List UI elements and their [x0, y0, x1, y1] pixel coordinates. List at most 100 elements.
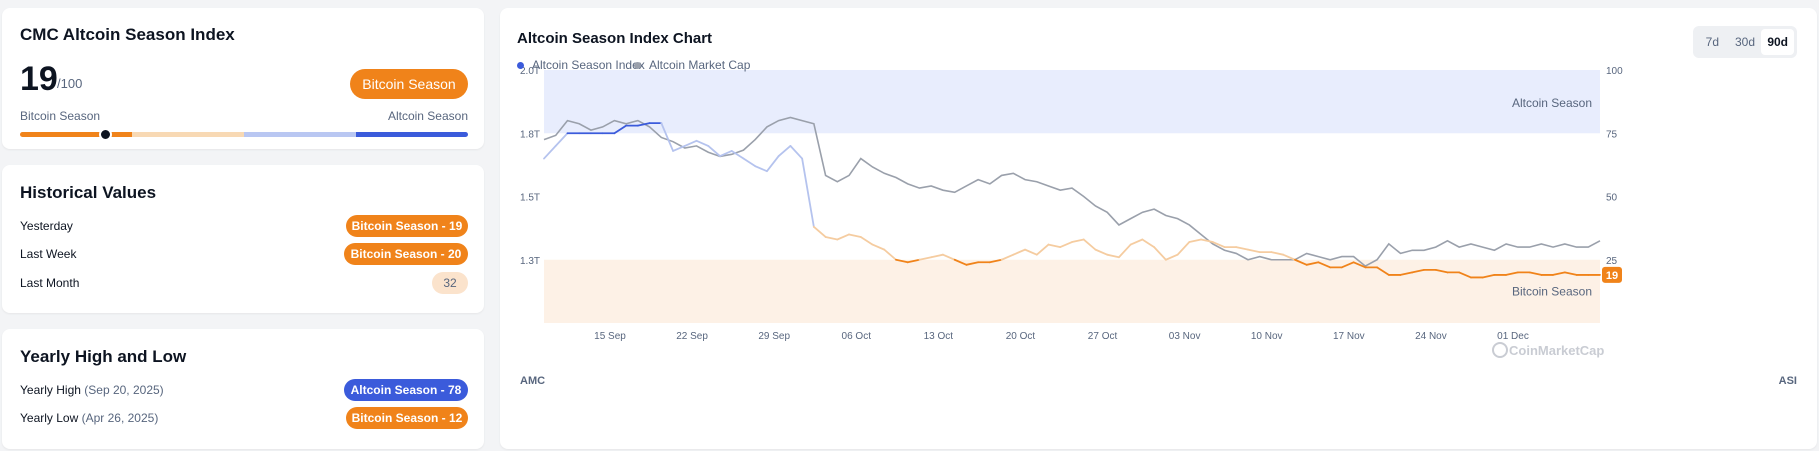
legend-dot-market-cap [634, 61, 641, 69]
series-segment-altcoin-index [942, 253, 956, 261]
series-segment-altcoin-index [1035, 243, 1050, 256]
series-segment-altcoin-index [1563, 271, 1578, 276]
altcoin-chart-card: Altcoin Season Bitcoin Season CoinMarket… [500, 8, 1817, 449]
series-segment-altcoin-index [1000, 253, 1015, 261]
x-tick-label: 03 Nov [1169, 331, 1201, 342]
right-tick-label: 50 [1606, 193, 1618, 204]
range-90d-button[interactable]: 90d [1761, 29, 1795, 55]
legend-dot-index [517, 61, 524, 69]
x-tick-label: 01 Dec [1497, 331, 1529, 342]
series-segment-altcoin-index [1082, 238, 1097, 251]
yearly-low-date: (Apr 26, 2025) [81, 411, 159, 425]
yearly-high-row: Yearly High (Sep 20, 2025) [20, 383, 164, 397]
historical-row-label: Yesterday [20, 219, 73, 233]
series-segment-altcoin-index [1024, 248, 1038, 256]
series-segment-altcoin-index [1481, 274, 1496, 279]
left-axis-title: AMC [520, 375, 545, 387]
series-segment-altcoin-index [1247, 248, 1261, 254]
series-segment-altcoin-index [683, 139, 698, 147]
current-value-text: 19 [1606, 270, 1618, 282]
series-segment-altcoin-index [1434, 268, 1449, 274]
series-segment-altcoin-index [730, 150, 745, 160]
series-segment-altcoin-index [906, 258, 921, 264]
x-tick-label: 22 Sep [676, 331, 708, 342]
historical-row-value: Bitcoin Season - 19 [346, 215, 468, 237]
series-segment-altcoin-index [1282, 253, 1296, 261]
series-segment-altcoin-index [930, 253, 944, 259]
x-tick-label: 20 Oct [1006, 331, 1036, 342]
historical-title: Historical Values [20, 183, 157, 202]
season-gauge [20, 132, 468, 137]
coinmarketcap-watermark: CoinMarketCap [1492, 342, 1604, 358]
legend-item-index[interactable]: Altcoin Season Index [517, 58, 645, 72]
right-axis-title: ASI [1779, 375, 1797, 387]
series-segment-altcoin-index [1188, 238, 1202, 243]
left-tick-label: 2.0T [520, 66, 540, 77]
series-segment-altcoin-index [636, 122, 651, 127]
index-score-max: /100 [57, 76, 83, 91]
coinmarketcap-logo-icon [1492, 342, 1508, 358]
series-segment-altcoin-index [1458, 271, 1472, 279]
yearly-title: Yearly High and Low [20, 347, 187, 366]
right-tick-label: 75 [1606, 129, 1618, 140]
series-segment-altcoin-index [707, 144, 721, 157]
series-segment-altcoin-index [965, 261, 980, 266]
series-segment-altcoin-index [1211, 241, 1226, 249]
series-segment-altcoin-index [1176, 241, 1191, 256]
historical-row-label: Last Month [20, 276, 80, 290]
range-7d-button[interactable]: 7d [1705, 35, 1720, 49]
legend-label: Altcoin Season Index [532, 58, 645, 72]
yearly-high-date: (Sep 20, 2025) [84, 383, 164, 397]
gauge-segment-altcoin [356, 132, 468, 137]
historical-row-value: 32 [432, 272, 468, 294]
watermark-text: CoinMarketCap [1509, 343, 1604, 358]
series-segment-altcoin-index [859, 236, 874, 246]
series-segment-altcoin-index [988, 258, 1003, 264]
series-segment-altcoin-index [554, 132, 569, 147]
x-tick-label: 13 Oct [924, 331, 954, 342]
series-segment-altcoin-index [1340, 261, 1355, 269]
right-tick-label: 100 [1606, 66, 1623, 77]
yearly-high-low-card: Yearly High and Low Yearly High (Sep 20,… [2, 329, 484, 449]
legend-label: Altcoin Market Cap [649, 58, 751, 72]
altcoin-zone-label: Altcoin Season [1512, 96, 1592, 110]
series-segment-altcoin-index [1294, 258, 1308, 266]
legend-item-market-cap[interactable]: Altcoin Market Cap [634, 58, 750, 72]
series-segment-altcoin-index [754, 165, 768, 173]
series-segment-altcoin-index [1376, 266, 1390, 276]
gauge-segment-altcoin-light [244, 132, 356, 137]
series-segment-altcoin-index [1153, 246, 1167, 261]
series-segment-altcoin-index [789, 144, 804, 160]
gauge-right-label: Altcoin Season [387, 109, 468, 123]
historical-row-value: Bitcoin Season - 20 [344, 243, 468, 265]
current-value-bg [1602, 266, 1622, 283]
series-segment-altcoin-index [1118, 243, 1132, 259]
left-tick-label: 1.8T [520, 129, 540, 140]
series-segment-altcoin-index [695, 139, 710, 147]
series-segment-altcoin-index [613, 124, 628, 135]
series-line-market-cap [543, 116, 1601, 268]
series-segment-altcoin-index [895, 258, 909, 264]
altcoin-index-card: CMC Altcoin Season Index 19 /100 Bitcoin… [2, 8, 484, 149]
left-tick-label: 1.5T [520, 193, 540, 204]
x-tick-label: 29 Sep [758, 331, 790, 342]
altcoin-index-chart[interactable]: Altcoin Season Bitcoin Season CoinMarket… [500, 8, 1817, 449]
series-segment-altcoin-index [766, 155, 780, 173]
gauge-marker [98, 128, 112, 141]
series-segment-altcoin-index [1164, 253, 1179, 261]
series-segment-altcoin-index [1270, 251, 1285, 256]
series-segment-altcoin-index [1305, 261, 1320, 266]
series-segment-altcoin-index [1528, 271, 1543, 276]
series-segment-altcoin-index [836, 233, 850, 241]
series-segment-altcoin-index [1141, 238, 1156, 249]
x-tick-label: 10 Nov [1251, 331, 1283, 342]
range-30d-button[interactable]: 30d [1734, 35, 1756, 49]
altcoin-season-zone [544, 70, 1600, 134]
index-card-title: CMC Altcoin Season Index [20, 25, 235, 44]
series-segment-altcoin-index [824, 236, 839, 241]
series-segment-altcoin-index [1071, 238, 1085, 243]
series-segment-altcoin-index [1129, 238, 1144, 246]
series-segment-altcoin-index [543, 144, 557, 160]
historical-row-label: Last Week [20, 247, 77, 261]
series-segment-altcoin-index [1411, 268, 1425, 274]
